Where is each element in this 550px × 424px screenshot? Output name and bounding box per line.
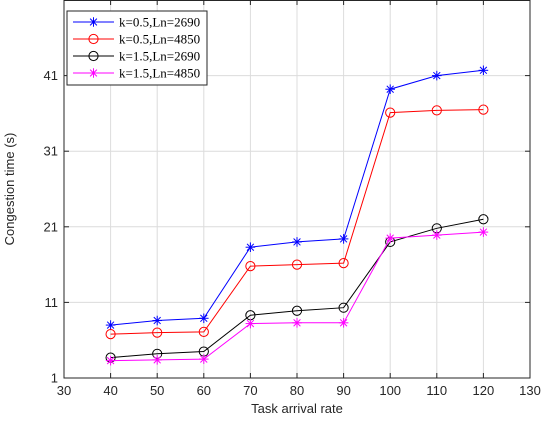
asterisk-marker — [88, 17, 99, 27]
asterisk-marker — [292, 237, 302, 247]
legend-entry: k=1.5,Ln=2690 — [73, 49, 200, 64]
asterisk-stroke — [479, 228, 488, 236]
asterisk-stroke — [293, 319, 301, 327]
asterisk-stroke — [386, 234, 394, 242]
circle-marker — [245, 261, 256, 272]
legend-label: k=0.5,Ln=2690 — [119, 15, 200, 30]
asterisk-stroke — [89, 18, 98, 26]
x-tick-label: 130 — [519, 383, 541, 398]
x-tick-label: 30 — [57, 383, 71, 398]
asterisk-stroke — [433, 71, 441, 80]
circle-marker — [88, 33, 99, 45]
series-1 — [105, 65, 489, 330]
asterisk-stroke — [89, 69, 98, 77]
asterisk-stroke — [293, 238, 301, 246]
legend-label: k=0.5,Ln=4850 — [119, 32, 200, 47]
asterisk-marker — [338, 234, 349, 244]
asterisk-stroke — [106, 321, 115, 329]
asterisk-marker — [385, 233, 395, 243]
y-axis-title: Congestion time (s) — [2, 133, 17, 246]
asterisk-stroke — [433, 231, 441, 239]
circle-marker — [478, 214, 489, 225]
series-2 — [105, 104, 489, 340]
x-tick-label: 60 — [197, 383, 211, 398]
circle-marker — [105, 329, 116, 340]
x-axis-title: Task arrival rate — [251, 401, 343, 416]
asterisk-marker — [245, 318, 256, 329]
y-tick-label: 31 — [44, 144, 58, 159]
circle-marker — [88, 50, 99, 62]
asterisk-stroke — [246, 319, 255, 328]
y-tick-label: 41 — [44, 68, 58, 83]
y-tick-label: 21 — [44, 219, 58, 234]
asterisk-stroke — [246, 243, 255, 251]
asterisk-marker — [432, 230, 442, 240]
x-tick-label: 50 — [150, 383, 164, 398]
circle-marker — [291, 259, 303, 270]
x-tick-label: 100 — [379, 383, 401, 398]
circle-marker — [431, 105, 442, 116]
circle-marker — [291, 305, 303, 316]
legend: k=0.5,Ln=2690 k=0.5,Ln=4850 k=1.5,Ln=2690 k… — [66, 10, 208, 86]
y-tick-label: 1 — [51, 371, 58, 386]
axes — [63, 0, 531, 379]
asterisk-marker — [105, 320, 116, 330]
x-tick-label: 90 — [336, 383, 350, 398]
circle-marker — [385, 107, 396, 118]
series-4 — [105, 227, 489, 366]
asterisk-marker — [152, 315, 162, 326]
series-line — [110, 218, 484, 359]
y-tick-label: 11 — [45, 295, 59, 310]
asterisk-stroke — [339, 235, 348, 243]
x-tick-label: 70 — [243, 383, 257, 398]
series-line — [110, 109, 484, 335]
asterisk-stroke — [200, 314, 208, 323]
series — [105, 65, 489, 366]
asterisk-marker — [245, 242, 256, 253]
asterisk-marker — [199, 313, 209, 324]
x-tick-label: 110 — [426, 383, 447, 398]
circle-marker — [478, 104, 489, 115]
asterisk-stroke — [200, 355, 208, 363]
asterisk-marker — [292, 318, 302, 328]
asterisk-marker — [152, 355, 162, 365]
legend-entry: k=1.5,Ln=4850 — [73, 66, 200, 81]
asterisk-marker — [88, 68, 99, 78]
legend-label: k=1.5,Ln=2690 — [119, 49, 200, 64]
asterisk-stroke — [339, 319, 348, 327]
asterisk-marker — [199, 354, 209, 364]
asterisk-marker — [105, 355, 116, 366]
circle-marker — [338, 302, 349, 313]
x-tick-label: 80 — [290, 383, 304, 398]
asterisk-marker — [478, 65, 489, 76]
asterisk-marker — [432, 70, 442, 81]
asterisk-stroke — [479, 66, 488, 75]
legend-entry: k=0.5,Ln=2690 — [73, 15, 200, 30]
asterisk-marker — [385, 84, 395, 95]
asterisk-marker — [478, 227, 489, 237]
circle-marker — [152, 327, 163, 338]
asterisk-stroke — [106, 356, 115, 365]
asterisk-stroke — [153, 316, 161, 325]
legend-label: k=1.5,Ln=4850 — [119, 66, 200, 81]
asterisk-stroke — [153, 356, 161, 364]
x-tick-label: 120 — [473, 383, 495, 398]
circle-marker — [338, 257, 349, 269]
asterisk-marker — [338, 318, 349, 328]
legend-entry: k=0.5,Ln=4850 — [73, 32, 200, 47]
circle-marker — [198, 326, 209, 337]
x-tick-label: 40 — [103, 383, 117, 398]
asterisk-stroke — [386, 85, 394, 93]
